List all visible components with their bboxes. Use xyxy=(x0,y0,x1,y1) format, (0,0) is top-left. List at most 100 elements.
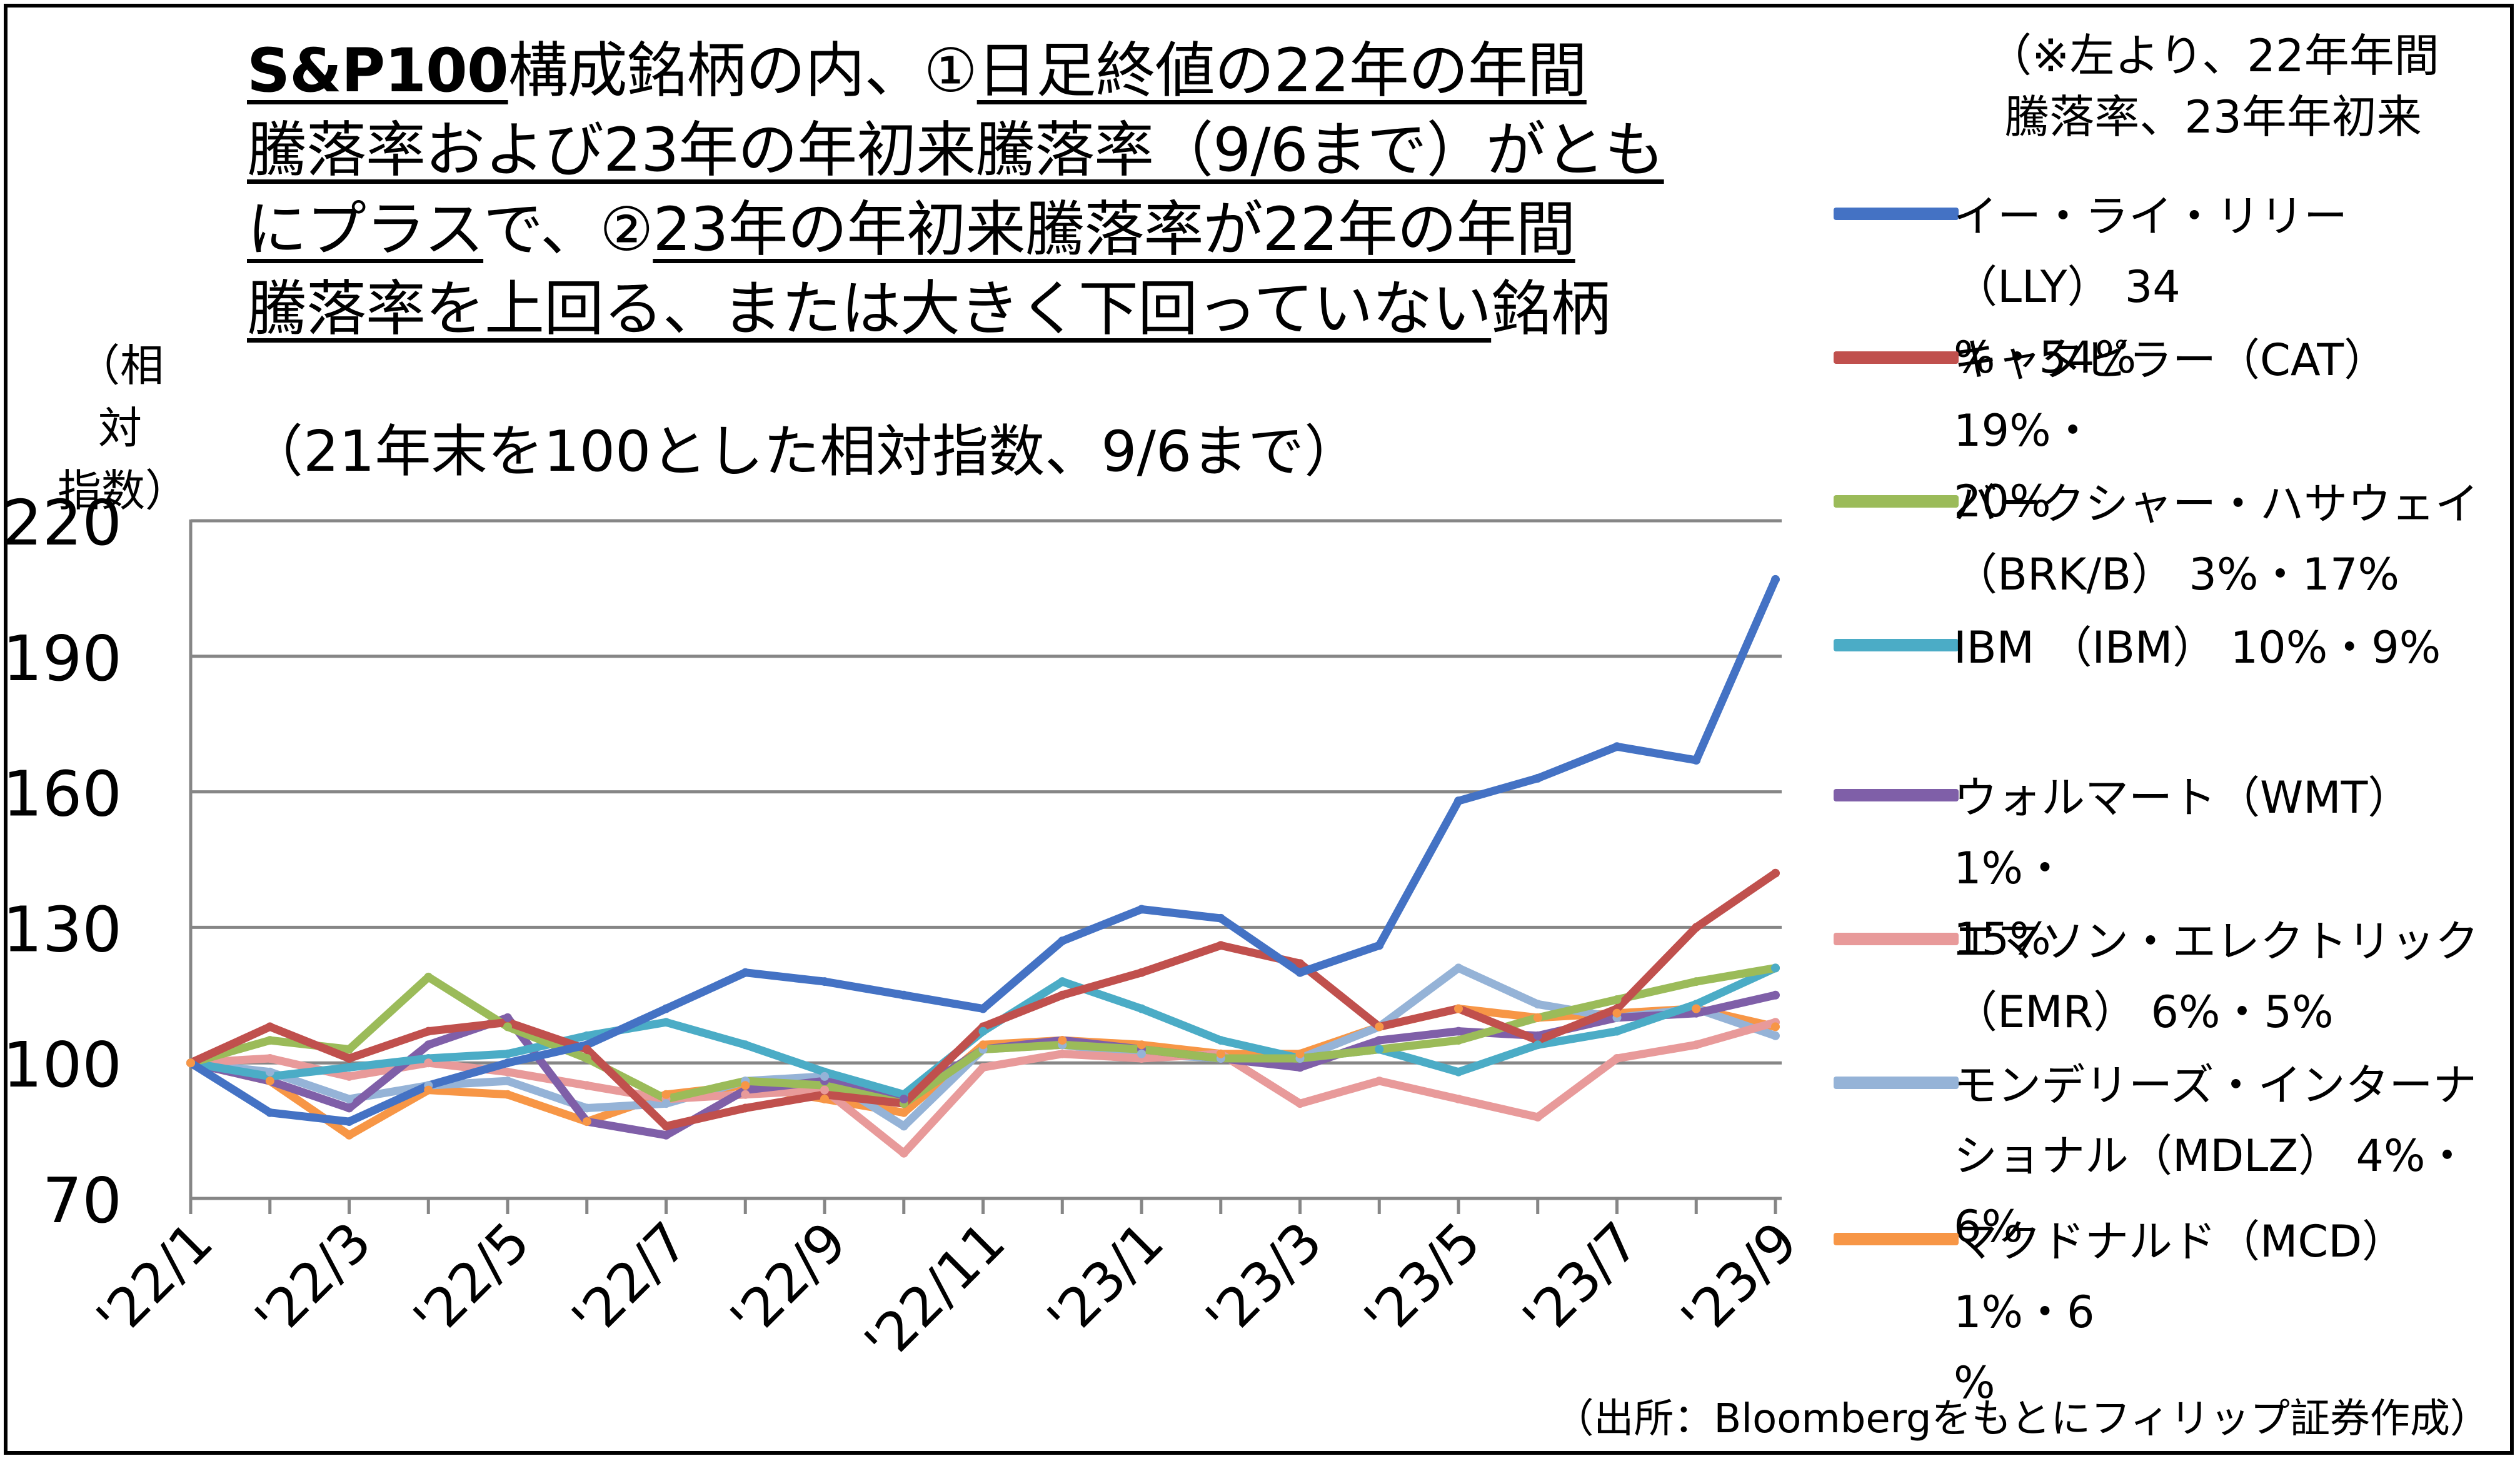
legend-label-line-2: % xyxy=(1954,1357,1995,1408)
legend-label: マクドナルド（MCD） 1%・6% xyxy=(1954,1207,2504,1418)
legend-label: エマソン・エレクトリック （EMR） 6%・5% xyxy=(1954,906,2504,1048)
data-point xyxy=(661,1018,671,1027)
data-point xyxy=(1137,1040,1146,1050)
x-tick-label: '22/3 xyxy=(243,1210,383,1350)
data-point xyxy=(899,1148,908,1158)
data-point xyxy=(741,968,750,977)
data-point xyxy=(503,1077,512,1086)
title-line-1-c: 日足終値の22年の年間 xyxy=(976,36,1587,106)
y-tick-label: 190 xyxy=(3,622,122,695)
data-point xyxy=(1375,1022,1384,1032)
data-point xyxy=(978,1004,988,1013)
legend-swatch xyxy=(1834,1233,1959,1245)
data-point xyxy=(1216,1049,1225,1058)
data-point xyxy=(1058,936,1067,946)
legend-label: キャタピラー（CAT） 19%・ 20% xyxy=(1954,325,2504,537)
data-point xyxy=(1454,1004,1463,1013)
data-point xyxy=(1216,941,1225,950)
data-point xyxy=(1216,913,1225,923)
x-tick-label: '22/5 xyxy=(402,1210,542,1350)
data-point xyxy=(1771,1031,1780,1040)
title-line-4-a: 騰落率を上回る、または大きく下回っていない xyxy=(247,274,1492,344)
data-point xyxy=(899,1122,908,1131)
data-point xyxy=(1058,977,1067,987)
data-point xyxy=(424,972,433,982)
data-point xyxy=(344,1117,354,1127)
legend-label-line-1: IBM （IBM） 10%・9% xyxy=(1954,622,2441,673)
data-point xyxy=(1533,773,1542,783)
data-point xyxy=(1533,1040,1542,1050)
legend-label-line-1: イー・ライ・リリー（LLY） 34 xyxy=(1954,191,2347,313)
legend-label-line-2: %・54% xyxy=(1954,332,2137,383)
y-tick-label: 70 xyxy=(43,1164,122,1237)
legend-swatch xyxy=(1834,208,1959,220)
data-point xyxy=(1454,1036,1463,1045)
data-point xyxy=(1454,1095,1463,1103)
legend-swatch xyxy=(1834,639,1959,651)
data-point xyxy=(1295,1099,1305,1108)
title-line-2: 騰落率および23年の年初来騰落率（9/6まで）がとも xyxy=(247,111,1847,190)
x-tick-label: '23/7 xyxy=(1511,1210,1651,1350)
data-point xyxy=(661,1004,671,1013)
legend-label-line-2: 20% xyxy=(1954,476,2051,527)
data-point xyxy=(503,1049,512,1058)
data-point xyxy=(265,1054,274,1063)
data-point xyxy=(820,977,829,987)
chart-title: S&P100構成銘柄の内、①日足終値の22年の年間 騰落率および23年の年初来騰… xyxy=(247,31,1847,349)
data-point xyxy=(1692,1004,1701,1013)
data-point xyxy=(1295,968,1305,977)
data-point xyxy=(344,1063,354,1072)
data-point xyxy=(424,1085,433,1095)
data-point xyxy=(582,1081,591,1090)
y-axis-label-line-2: 指数） xyxy=(58,465,189,516)
data-point xyxy=(503,1058,512,1068)
title-line-3-a: にプラス xyxy=(247,194,484,264)
data-point xyxy=(503,1090,512,1099)
data-point xyxy=(265,1067,274,1077)
data-point xyxy=(1058,1049,1067,1058)
data-point xyxy=(1216,1036,1225,1045)
data-point xyxy=(344,1095,354,1103)
data-point xyxy=(1533,1013,1542,1022)
title-line-1: S&P100構成銘柄の内、①日足終値の22年の年間 xyxy=(247,31,1847,111)
data-point xyxy=(741,1040,750,1050)
legend-swatch xyxy=(1834,933,1959,945)
x-tick-label: '22/11 xyxy=(853,1210,1018,1375)
data-point xyxy=(1137,1004,1146,1013)
legend-label: モンデリーズ・インターナ ショナル（MDLZ） 4%・6% xyxy=(1954,1050,2504,1262)
data-point xyxy=(503,1067,512,1077)
y-tick-label: 100 xyxy=(3,1028,122,1102)
data-point xyxy=(265,1036,274,1045)
data-point xyxy=(1692,923,1701,932)
data-point xyxy=(344,1130,354,1140)
data-point xyxy=(1612,1054,1622,1063)
legend-label-line-2: （BRK/B） 3%・17% xyxy=(1954,549,2400,600)
x-tick-label: '22/9 xyxy=(719,1210,859,1350)
data-point xyxy=(820,1072,829,1081)
x-tick-label: '23/1 xyxy=(1036,1210,1176,1350)
title-line-4-b: 銘柄 xyxy=(1491,274,1610,344)
legend-label-line-1: ウォルマート（WMT） 1%・ xyxy=(1954,772,2412,894)
data-point xyxy=(1771,575,1780,584)
title-line-1-b: 構成銘柄の内、① xyxy=(508,36,978,106)
data-point xyxy=(503,1022,512,1032)
data-point xyxy=(1771,990,1780,1000)
data-point xyxy=(1612,1008,1622,1018)
legend-label-line-1: マクドナルド（MCD） 1%・6 xyxy=(1954,1216,2406,1338)
data-point xyxy=(1295,1049,1305,1058)
legend-label: バークシャー・ハサウェイ （BRK/B） 3%・17% xyxy=(1954,469,2504,610)
data-point xyxy=(1058,990,1067,1000)
data-point xyxy=(1137,905,1146,914)
data-point xyxy=(661,1099,671,1108)
title-line-3: にプラスで、②23年の年初来騰落率が22年の年間 xyxy=(247,190,1847,269)
data-point xyxy=(899,1108,908,1117)
title-line-1-a: S&P100 xyxy=(247,36,509,106)
legend-label-line-2: 15% xyxy=(1954,913,2051,965)
data-point xyxy=(899,990,908,1000)
data-point xyxy=(1295,1063,1305,1072)
legend-label-line-1: キャタピラー（CAT） 19%・ xyxy=(1954,334,2388,456)
data-point xyxy=(265,1077,274,1086)
x-tick-label: '23/9 xyxy=(1670,1210,1810,1350)
data-point xyxy=(899,1095,908,1103)
